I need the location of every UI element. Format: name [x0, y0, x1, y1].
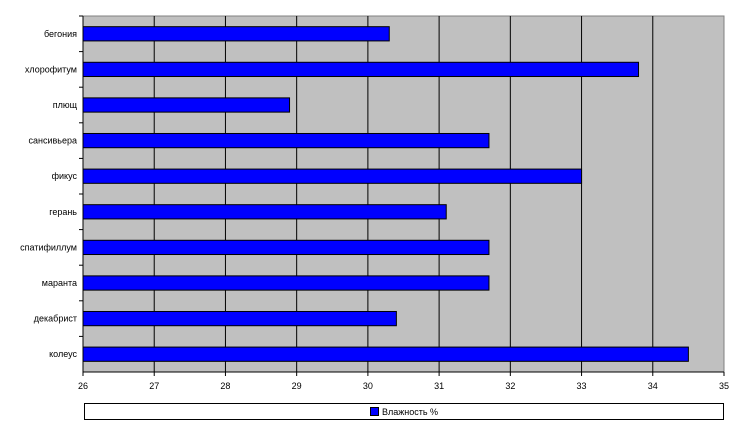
- category-label: хлорофитум: [25, 64, 77, 74]
- bar: [82, 204, 447, 220]
- category-label: сансивьера: [29, 136, 78, 146]
- legend-swatch: [369, 407, 379, 416]
- category-label: спатифиллум: [20, 242, 77, 252]
- legend-label: Влажность %: [381, 406, 439, 417]
- category-labels: бегония хлорофитум плющ сансивьера фикус гера…: [20, 15, 83, 359]
- category-label: герань: [49, 207, 77, 217]
- bar: [82, 168, 583, 184]
- bar: [82, 26, 390, 42]
- bar: [82, 61, 640, 78]
- x-tick-label: 32: [505, 381, 515, 391]
- x-tick-label: 28: [220, 381, 230, 391]
- bar: [82, 97, 291, 113]
- x-tick-label: 27: [149, 381, 159, 391]
- category-label: колеус: [49, 349, 77, 359]
- category-label: декабрист: [34, 314, 77, 324]
- x-tick-label: 30: [363, 381, 373, 391]
- category-label: бегония: [44, 29, 77, 39]
- bar: [82, 275, 490, 291]
- x-tick-label: 29: [292, 381, 302, 391]
- bar: [82, 239, 490, 256]
- x-tick-label: 35: [719, 381, 729, 391]
- x-tick-label: 26: [78, 381, 88, 391]
- x-axis-ticks: 26 27 28 29 30 31 32 33 34 35: [78, 372, 729, 391]
- bar: [82, 310, 397, 327]
- category-label: маранта: [42, 278, 77, 288]
- x-tick-label: 33: [577, 381, 587, 391]
- bars: [82, 26, 689, 362]
- legend: Влажность %: [84, 403, 724, 420]
- category-label: плющ: [53, 100, 78, 110]
- category-label: фикус: [52, 171, 78, 181]
- bar: [82, 132, 490, 149]
- x-tick-label: 34: [648, 381, 658, 391]
- x-tick-label: 31: [434, 381, 444, 391]
- bar: [82, 346, 689, 362]
